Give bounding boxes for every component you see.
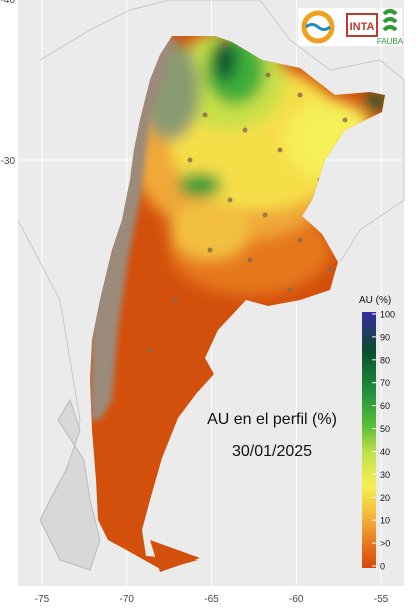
y-tick-label: -30 [1, 156, 16, 167]
legend-tick-label: 60 [380, 401, 390, 411]
x-tick-label: -75 [35, 594, 50, 605]
legend-tick-label: 20 [380, 493, 390, 503]
logo-text: INTA [350, 21, 375, 33]
legend-tick-label: 40 [380, 447, 390, 457]
legend-tick-label: 100 [380, 310, 395, 320]
legend-tick-label: 0 [380, 562, 385, 572]
legend-tick-label: 30 [380, 470, 390, 480]
logos: INTA FAUBA [298, 8, 404, 46]
x-tick-label: -65 [204, 594, 219, 605]
x-tick-label: -60 [289, 594, 304, 605]
legend-tick-label: >0 [380, 539, 390, 549]
legend-tick-label: 80 [380, 355, 390, 365]
legend-tick-label: 50 [380, 424, 390, 434]
annotation: AU en el perfil (%) [207, 411, 337, 428]
y-tick-label: -40 [1, 0, 16, 6]
tierra-del-fuego [150, 540, 200, 572]
x-tick-label: -70 [120, 594, 135, 605]
colorbar [362, 312, 376, 568]
legend-tick-label: 10 [380, 516, 390, 526]
legend-tick-label: 90 [380, 332, 390, 342]
date: 30/01/2025 [232, 443, 312, 460]
chile-islands [39, 398, 101, 571]
logo-text: FAUBA [377, 37, 404, 46]
legend-tick-label: 70 [380, 378, 390, 388]
x-tick-label: -55 [374, 594, 389, 605]
legend-title: AU (%) [359, 295, 391, 306]
